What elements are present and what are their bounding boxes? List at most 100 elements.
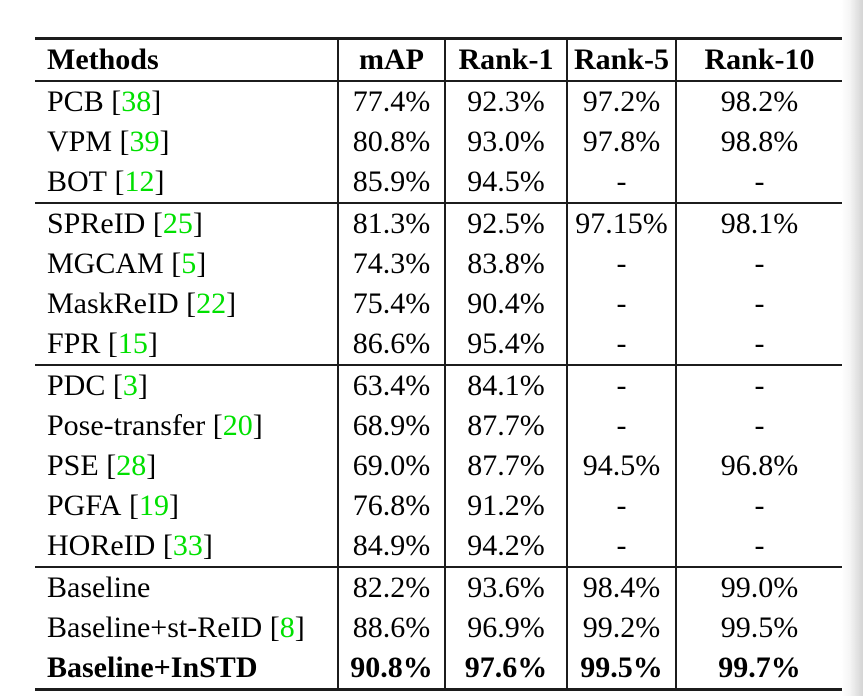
value-cell-rank5: - bbox=[566, 526, 676, 568]
value-cell-rank5: 99.5% bbox=[566, 648, 676, 691]
citation-link[interactable]: 12 bbox=[124, 165, 155, 198]
citation-link[interactable]: 8 bbox=[279, 611, 295, 644]
value-cell-rank5: - bbox=[566, 284, 676, 324]
value-cell-rank10: - bbox=[675, 162, 842, 204]
value-cell-rank10: - bbox=[675, 486, 842, 526]
method-name: VPM bbox=[47, 125, 113, 158]
citation-link[interactable]: 25 bbox=[162, 207, 193, 240]
citation-link[interactable]: 20 bbox=[222, 409, 253, 442]
value-cell-rank5: 97.15% bbox=[566, 203, 676, 244]
method-name: PDC bbox=[47, 369, 106, 402]
col-header-methods: Methods bbox=[35, 37, 338, 82]
citation-link[interactable]: 19 bbox=[138, 489, 169, 522]
table-header: Methods mAP Rank-1 Rank-5 Rank-10 bbox=[35, 37, 842, 82]
value-cell-rank1: 84.1% bbox=[444, 365, 567, 406]
value-cell-rank5: 98.4% bbox=[566, 567, 676, 608]
citation-link[interactable]: 39 bbox=[129, 125, 160, 158]
col-header-rank5: Rank-5 bbox=[566, 37, 676, 82]
value-cell-map: 74.3% bbox=[337, 244, 445, 284]
citation-link[interactable]: 33 bbox=[172, 529, 203, 562]
value-cell-map: 82.2% bbox=[337, 567, 445, 608]
value-cell-rank1: 97.6% bbox=[444, 648, 567, 691]
citation-link[interactable]: 28 bbox=[116, 449, 147, 482]
table-row: BOT [12] 85.9% 94.5% - - bbox=[35, 162, 842, 204]
value-cell-rank1: 93.6% bbox=[444, 567, 567, 608]
citation-link[interactable]: 22 bbox=[196, 287, 227, 320]
results-table: Methods mAP Rank-1 Rank-5 Rank-10 PCB [3… bbox=[35, 37, 842, 691]
value-cell-rank1: 87.7% bbox=[444, 406, 567, 446]
value-cell-map: 90.8% bbox=[337, 648, 445, 691]
table-row: MaskReID [22] 75.4% 90.4% - - bbox=[35, 284, 842, 324]
method-cell: Baseline+st-ReID [8] bbox=[47, 611, 305, 644]
method-name: MGCAM bbox=[47, 247, 164, 280]
method-cell: PCB [38] bbox=[47, 85, 162, 118]
table-row: Pose-transfer [20] 68.9% 87.7% - - bbox=[35, 406, 842, 446]
value-cell-map: 63.4% bbox=[337, 365, 445, 406]
value-cell-rank1: 91.2% bbox=[444, 486, 567, 526]
method-name: FPR bbox=[47, 327, 101, 360]
value-cell-rank1: 92.3% bbox=[444, 81, 567, 122]
value-cell-map: 84.9% bbox=[337, 526, 445, 568]
method-name: SPReID bbox=[47, 207, 146, 240]
value-cell-map: 88.6% bbox=[337, 608, 445, 648]
value-cell-rank5: - bbox=[566, 324, 676, 366]
value-cell-rank1: 94.2% bbox=[444, 526, 567, 568]
method-cell: Baseline+InSTD bbox=[35, 648, 338, 691]
value-cell-rank5: 99.2% bbox=[566, 608, 676, 648]
value-cell-rank5: 94.5% bbox=[566, 446, 676, 486]
citation-link[interactable]: 15 bbox=[117, 327, 148, 360]
citation-link[interactable]: 3 bbox=[122, 369, 138, 402]
method-cell: Baseline bbox=[35, 567, 338, 608]
value-cell-map: 80.8% bbox=[337, 122, 445, 162]
table-row: PGFA [19] 76.8% 91.2% - - bbox=[35, 486, 842, 526]
table-row: Baseline+st-ReID [8] 88.6% 96.9% 99.2% 99.5% bbox=[35, 608, 842, 648]
value-cell-map: 76.8% bbox=[337, 486, 445, 526]
citation-link[interactable]: 38 bbox=[121, 85, 152, 118]
value-cell-rank10: - bbox=[675, 365, 842, 406]
method-name: BOT bbox=[47, 165, 107, 198]
method-cell: MaskReID [22] bbox=[47, 287, 237, 320]
method-name: PGFA bbox=[47, 489, 122, 522]
value-cell-rank5: - bbox=[566, 406, 676, 446]
value-cell-map: 77.4% bbox=[337, 81, 445, 122]
value-cell-rank1: 90.4% bbox=[444, 284, 567, 324]
table-row: PSE [28] 69.0% 87.7% 94.5% 96.8% bbox=[35, 446, 842, 486]
method-name: HOReID bbox=[47, 529, 156, 562]
value-cell-rank10: 98.1% bbox=[675, 203, 842, 244]
method-cell: PGFA [19] bbox=[47, 489, 179, 522]
value-cell-rank1: 93.0% bbox=[444, 122, 567, 162]
table-row: MGCAM [5] 74.3% 83.8% - - bbox=[35, 244, 842, 284]
method-cell: Pose-transfer [20] bbox=[47, 409, 263, 442]
value-cell-map: 75.4% bbox=[337, 284, 445, 324]
value-cell-rank10: 99.5% bbox=[675, 608, 842, 648]
value-cell-rank5: - bbox=[566, 365, 676, 406]
value-cell-rank10: 98.2% bbox=[675, 81, 842, 122]
value-cell-map: 81.3% bbox=[337, 203, 445, 244]
page-edge-shadow bbox=[841, 0, 863, 696]
value-cell-rank10: 98.8% bbox=[675, 122, 842, 162]
value-cell-rank5: 97.8% bbox=[566, 122, 676, 162]
method-cell: PDC [3] bbox=[47, 369, 148, 402]
value-cell-rank1: 87.7% bbox=[444, 446, 567, 486]
table-row: Baseline 82.2% 93.6% 98.4% 99.0% bbox=[35, 567, 842, 608]
value-cell-rank1: 83.8% bbox=[444, 244, 567, 284]
value-cell-rank10: 99.7% bbox=[675, 648, 842, 691]
method-cell: HOReID [33] bbox=[35, 526, 338, 568]
value-cell-rank1: 96.9% bbox=[444, 608, 567, 648]
value-cell-rank10: 96.8% bbox=[675, 446, 842, 486]
method-cell: BOT [12] bbox=[35, 162, 338, 204]
value-cell-rank5: - bbox=[566, 244, 676, 284]
value-cell-rank1: 95.4% bbox=[444, 324, 567, 366]
value-cell-rank10: - bbox=[675, 284, 842, 324]
table-body: PCB [38] 77.4% 92.3% 97.2% 98.2% VPM [39] 80.8… bbox=[35, 81, 842, 691]
method-name: Pose-transfer bbox=[47, 409, 206, 442]
value-cell-rank5: 97.2% bbox=[566, 81, 676, 122]
method-name: PSE bbox=[47, 449, 99, 482]
value-cell-rank5: - bbox=[566, 162, 676, 204]
method-name: Baseline+st-ReID bbox=[47, 611, 263, 644]
value-cell-rank10: - bbox=[675, 526, 842, 568]
header-row: Methods mAP Rank-1 Rank-5 Rank-10 bbox=[35, 37, 842, 82]
citation-link[interactable]: 5 bbox=[181, 247, 197, 280]
value-cell-map: 68.9% bbox=[337, 406, 445, 446]
